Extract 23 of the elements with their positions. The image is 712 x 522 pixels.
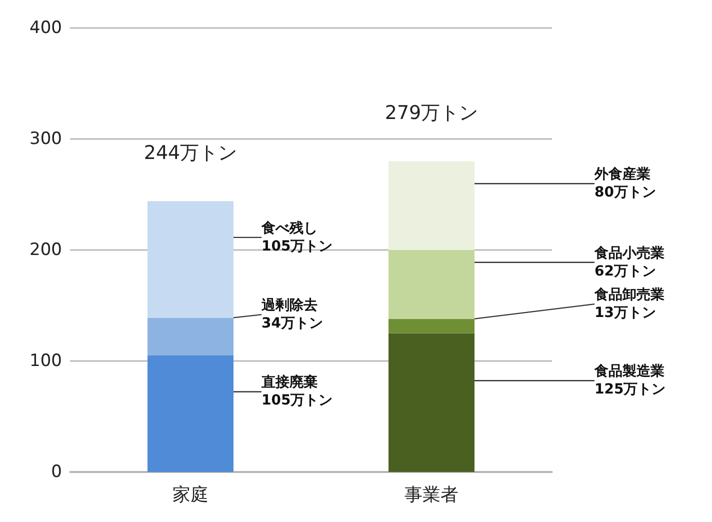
y-tick-label: 100 [30, 351, 62, 371]
data-label: 62万トン [594, 263, 656, 280]
y-tick-label: 400 [30, 18, 62, 38]
total-label: 279万トン [384, 102, 478, 124]
data-label: 105万トン [262, 238, 333, 254]
data-label: 105万トン [262, 392, 333, 409]
x-tick-label: 事業者 [404, 484, 458, 506]
data-label: 13万トン [594, 305, 656, 322]
y-tick-label: 200 [30, 240, 62, 260]
data-label: 80万トン [594, 184, 656, 201]
text: 食品卸売業 [594, 287, 664, 304]
data-label: 125万トン [594, 382, 666, 398]
y-tick-label: 0 [51, 462, 62, 482]
total-label: 244万トン [144, 142, 238, 164]
x-tick-label: 家庭 [172, 484, 208, 506]
series-label: 直接廃棄 [260, 374, 318, 391]
data-label: 34万トン [262, 316, 323, 332]
series-label: 食べ残し [260, 220, 318, 236]
text: 食品製造業 [594, 364, 664, 380]
text: 過剰除去 [260, 298, 318, 314]
y-tick-label: 300 [30, 129, 62, 149]
text: 食品小売業 [594, 245, 664, 262]
text: 外食産業 [594, 166, 650, 183]
